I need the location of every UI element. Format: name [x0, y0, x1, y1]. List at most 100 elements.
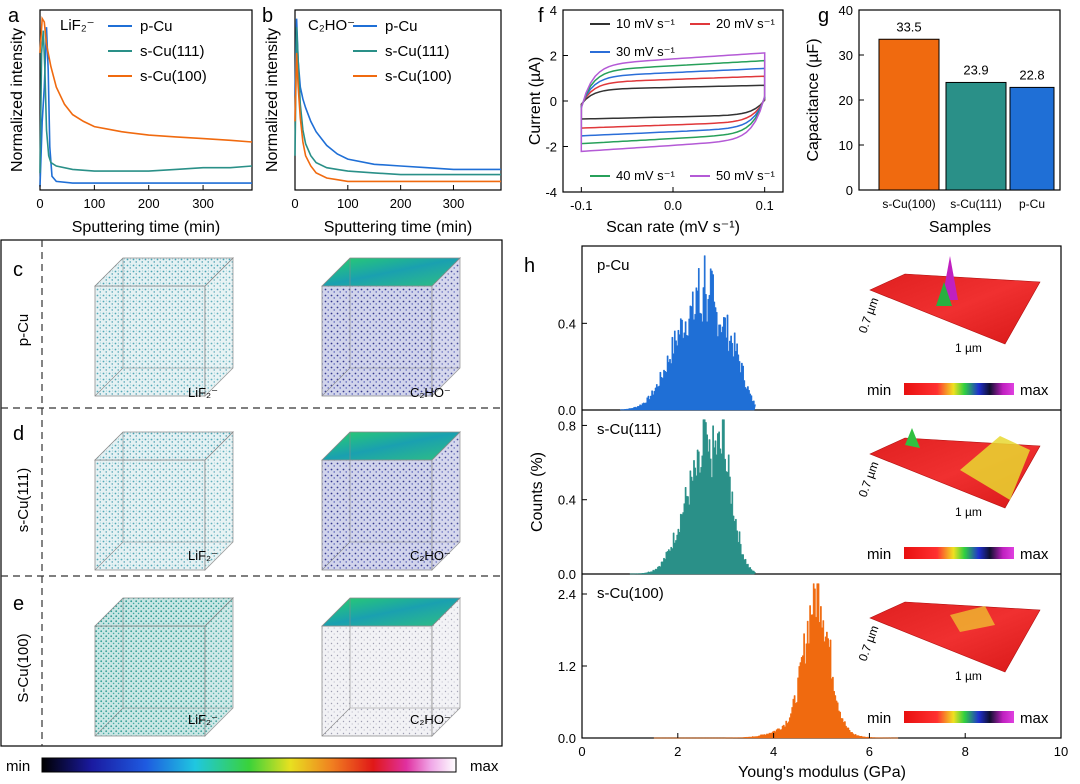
a-xtick-label: 300 [192, 196, 214, 211]
panel-b-xlabel: Sputtering time (min) [324, 219, 473, 236]
a-xtick-label: 200 [138, 196, 160, 211]
f-xtick-label: 0.1 [756, 198, 774, 213]
g-category-label: s-Cu(100) [882, 197, 935, 211]
h-ytick-label: 0.0 [558, 567, 576, 582]
f-cv-loop [580, 52, 766, 153]
b-xtick-label: 200 [390, 196, 412, 211]
a-legend-label: s-Cu(100) [140, 68, 207, 85]
h-ytick-label: 0.0 [558, 403, 576, 418]
panel-letter-e: e [13, 593, 24, 615]
afm-max-label: max [1020, 710, 1049, 727]
panel-cde-3d-maps: c d e p-Cu s-Cu(111) S-Cu(100) LiF₂⁻ C₂H… [0, 239, 503, 775]
cube-lif-s-cu-111-top [94, 431, 234, 461]
afm-surface [869, 601, 1041, 673]
cube-label-lif-d: LiF₂⁻ [188, 548, 218, 563]
panel-letter-g: g [818, 5, 829, 27]
afm-max-label: max [1020, 546, 1049, 563]
panel-h-chart: h p-Cu s-Cu(111) s-Cu(100) 0.0 0.4 0.0 0.4 0.8… [524, 245, 1068, 781]
h-histogram-2 [653, 583, 899, 739]
afm-peak-green [905, 428, 920, 448]
afm-y-label: 0.7 µm [856, 624, 882, 663]
afm-inset-1: 0.7 µm 1 µm min max [856, 428, 1049, 563]
afm-max-label: max [1020, 382, 1049, 399]
panel-b-chart: b C₂HO⁻ 0 100 200 300 p-Cu s-Cu(111) s-Cu(100… [262, 5, 502, 236]
h-ytick-label: 2.4 [558, 587, 576, 602]
cube-lif-s-cu-111 [94, 431, 234, 571]
g-bar-value-label: 33.5 [896, 19, 921, 34]
h-ytick-label: 0.8 [558, 418, 576, 433]
f-ytick-label: 4 [550, 3, 557, 18]
h-xtick-label: 10 [1054, 744, 1068, 759]
afm-min-label: min [867, 710, 891, 727]
h-xtick-label: 8 [962, 744, 969, 759]
panel-a-chart: a LiF₂⁻ 0 100 200 300 p-Cu s-Cu(111) s-Cu(100… [8, 5, 253, 236]
panel-cde-frame [0, 239, 503, 747]
f-xtick-label: 0.0 [664, 198, 682, 213]
g-bar-value-label: 22.8 [1019, 67, 1044, 82]
panel-a-xlabel: Sputtering time (min) [72, 219, 221, 236]
h-ytick-label: 0.4 [558, 316, 576, 331]
cube-c2ho-s-cu-111 [321, 431, 461, 571]
afm-yellow-region [960, 436, 1030, 500]
g-ytick-label: 20 [839, 93, 853, 108]
g-ytick-label: 10 [839, 138, 853, 153]
f-legend-label: 40 mV s⁻¹ [616, 168, 676, 183]
g-bar-2 [1009, 86, 1055, 191]
afm-inset-2: 0.7 µm 1 µm min max [856, 601, 1049, 727]
afm-y-label: 0.7 µm [856, 296, 882, 335]
panel-b-ylabel: Normalized intensity [264, 28, 281, 172]
cube-c2ho-p-cu-top [321, 257, 461, 287]
afm-y-label: 0.7 µm [856, 460, 882, 499]
h-subplot-title: p-Cu [597, 257, 630, 274]
panel-letter-b: b [262, 5, 273, 27]
cube-lif-p-cu [94, 257, 234, 397]
b-series-scu100 [294, 52, 501, 183]
cube-lif-s-cu-100-top [94, 597, 234, 627]
b-xtick-label: 100 [337, 196, 359, 211]
f-ytick-label: -2 [545, 140, 557, 155]
panel-f-frame [562, 9, 784, 193]
panel-f-chart: f -0.1 0.0 0.1 -4 -2 0 2 4 10 mV s⁻¹ 20 mV s⁻¹ 30… [527, 3, 784, 236]
colorbar-max-label: max [470, 758, 499, 775]
afm-peak-green [936, 282, 952, 306]
f-cv-loop [580, 84, 766, 120]
b-series-pcu [294, 18, 501, 171]
cube-c2ho-s-cu-100-top [321, 597, 461, 627]
h-histogram-1 [629, 419, 757, 575]
b-legend-label: s-Cu(111) [385, 43, 449, 60]
panel-letter-h: h [524, 255, 535, 277]
f-legend-label: 50 mV s⁻¹ [716, 168, 776, 183]
f-cv-loop [580, 67, 766, 137]
h-histogram-0 [620, 255, 756, 411]
b-legend-label: s-Cu(100) [385, 68, 452, 85]
panel-letter-c: c [13, 259, 23, 281]
g-bar-1 [945, 81, 1007, 191]
panel-h-ylabel: Counts (%) [529, 452, 546, 532]
panel-letter-a: a [8, 5, 20, 27]
h-ytick-label: 1.2 [558, 659, 576, 674]
b-series-scu111 [294, 27, 501, 176]
panel-letter-d: d [13, 423, 24, 445]
a-series-pcu [39, 27, 252, 187]
cube-label-lif-c: LiF₂⁻ [188, 385, 218, 400]
panel-b-frame [294, 9, 502, 191]
panel-f-ylabel: Current (µA) [527, 57, 544, 145]
cube-c2ho-s-cu-111-top [321, 431, 461, 461]
h-xtick-label: 4 [770, 744, 777, 759]
row-label-s-cu-111: s-Cu(111) [15, 468, 32, 532]
g-ytick-label: 0 [846, 183, 853, 198]
cube-lif-p-cu-front [94, 285, 206, 397]
h-xtick-label: 0 [578, 744, 585, 759]
panel-g-chart: g 33.5 s-Cu(100) 23.9 s-Cu(111) 22.8 p-Cu 0 10… [805, 3, 1061, 236]
a-legend-label: p-Cu [140, 18, 173, 35]
afm-x-label: 1 µm [955, 341, 982, 355]
afm-yellow-region [950, 606, 995, 632]
afm-min-label: min [867, 546, 891, 563]
a-xtick-label: 0 [36, 196, 43, 211]
cube-label-c2ho-d: C₂HO⁻ [410, 548, 451, 563]
panel-b-annotation: C₂HO⁻ [308, 17, 355, 34]
f-legend-label: 20 mV s⁻¹ [716, 16, 776, 31]
f-cv-loop [580, 75, 766, 129]
afm-x-label: 1 µm [955, 505, 982, 519]
